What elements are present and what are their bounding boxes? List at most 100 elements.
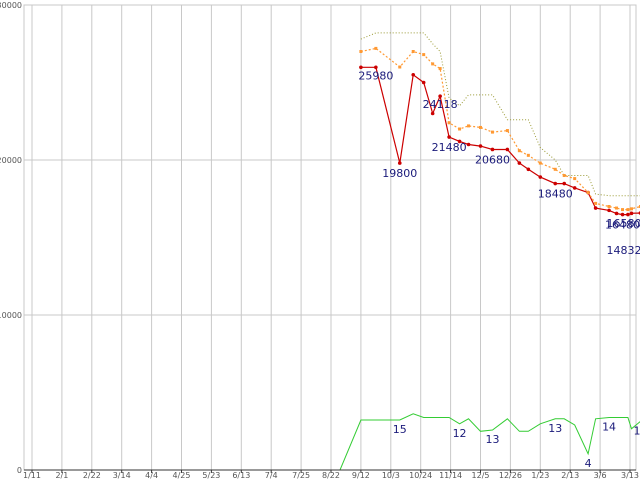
average-point xyxy=(505,129,509,133)
price-point xyxy=(447,135,451,139)
x-tick-label: 3/13 xyxy=(621,471,639,480)
average-point xyxy=(517,149,521,153)
y-tick-label: 0 xyxy=(17,466,22,475)
price-point xyxy=(626,212,630,217)
count-data-label: 11 xyxy=(633,424,640,437)
data-labels: 25980 19800 24118 21480 20680 18480 16480 14832… xyxy=(358,69,640,469)
average-point xyxy=(629,207,633,211)
price-data-label: 19800 xyxy=(382,167,417,180)
average-point xyxy=(438,67,442,71)
x-tick-label: 3/6 xyxy=(594,471,607,480)
price-data-label: 16580 xyxy=(607,217,640,230)
average-point xyxy=(553,167,557,171)
count-data-label: 13 xyxy=(548,422,562,435)
average-point xyxy=(467,124,471,128)
average-point xyxy=(607,205,611,208)
count-data-label: 12 xyxy=(453,427,467,440)
x-tick-label: 12/5 xyxy=(472,471,490,480)
average-point xyxy=(621,208,625,212)
average-point xyxy=(411,50,415,53)
price-point xyxy=(517,161,522,165)
price-point xyxy=(572,186,577,190)
price-point xyxy=(538,175,543,179)
count-series-line xyxy=(32,413,640,471)
count-data-label: 4 xyxy=(585,457,592,470)
price-point xyxy=(359,65,363,70)
count-data-label: 14 xyxy=(602,421,616,434)
price-series-line xyxy=(360,66,640,216)
price-point xyxy=(430,111,435,116)
price-data-label: 21480 xyxy=(432,141,467,154)
price-point xyxy=(607,208,611,213)
price-point xyxy=(593,206,598,210)
price-point xyxy=(411,72,416,77)
average-point xyxy=(526,153,530,157)
x-tick-label: 4/25 xyxy=(173,471,191,480)
y-tick-label: 10000 xyxy=(0,311,22,320)
average-point xyxy=(398,65,402,69)
average-point xyxy=(562,174,566,177)
x-axis-ticks: 1/11 2/1 2/22 3/14 4/4 4/25 5/23 6/13 7/4 7/25 8/2… xyxy=(23,470,639,480)
y-tick-label: 20000 xyxy=(0,156,22,165)
price-data-label: 16480 xyxy=(605,219,640,232)
x-tick-label: 5/23 xyxy=(202,471,220,480)
price-point xyxy=(629,211,634,216)
average-point xyxy=(490,130,494,134)
price-point xyxy=(620,212,625,217)
plot-area xyxy=(23,4,637,471)
y-tick-label: 30000 xyxy=(0,1,22,10)
price-point xyxy=(614,211,619,216)
x-tick-label: 7/25 xyxy=(292,471,310,480)
price-data-label: 20680 xyxy=(475,153,510,166)
x-tick-label: 8/22 xyxy=(322,471,340,480)
average-point xyxy=(359,50,363,53)
price-point xyxy=(526,167,531,172)
average-point xyxy=(538,161,542,165)
price-point xyxy=(553,181,558,186)
price-data-label: 14832 xyxy=(607,244,640,257)
price-data-label: 18480 xyxy=(538,188,573,201)
average-point xyxy=(573,177,577,181)
average-point xyxy=(615,206,619,210)
x-tick-label: 2/22 xyxy=(83,471,101,480)
x-tick-label: 12/26 xyxy=(499,471,522,480)
price-point xyxy=(421,80,426,85)
series-lines xyxy=(32,32,640,471)
average-point xyxy=(626,208,630,212)
x-tick-label: 10/3 xyxy=(382,471,400,480)
average-point xyxy=(431,62,435,66)
average-point xyxy=(458,127,462,131)
price-point xyxy=(457,139,462,144)
x-tick-label: 4/4 xyxy=(145,471,158,480)
average-point xyxy=(479,125,482,129)
x-tick-label: 11/14 xyxy=(439,471,462,480)
x-tick-label: 1/23 xyxy=(531,471,549,480)
price-data-label: 25980 xyxy=(358,69,393,82)
x-tick-label: 2/1 xyxy=(55,471,68,480)
price-point xyxy=(505,147,510,152)
x-tick-label: 3/14 xyxy=(113,471,131,480)
price-point xyxy=(374,65,378,70)
average-point xyxy=(586,191,590,195)
price-point xyxy=(397,161,402,165)
count-data-label: 13 xyxy=(485,433,499,446)
average-point xyxy=(594,201,598,205)
price-point xyxy=(490,147,495,152)
average-point xyxy=(374,46,378,50)
price-point xyxy=(562,181,567,186)
price-point xyxy=(478,144,483,148)
count-data-label: 15 xyxy=(393,423,407,436)
price-point xyxy=(438,94,442,98)
series-markers xyxy=(359,46,640,217)
x-tick-label: 1/11 xyxy=(23,471,41,480)
x-tick-label: 2/13 xyxy=(561,471,579,480)
x-tick-label: 9/12 xyxy=(352,471,370,480)
average-point xyxy=(422,53,426,57)
x-tick-label: 7/4 xyxy=(265,471,278,480)
average-point xyxy=(638,205,640,208)
y-axis-ticks: 0 10000 20000 30000 xyxy=(0,1,22,475)
price-data-label: 24118 xyxy=(423,98,458,111)
x-tick-label: 6/13 xyxy=(232,471,250,480)
max-series-line xyxy=(360,32,640,197)
